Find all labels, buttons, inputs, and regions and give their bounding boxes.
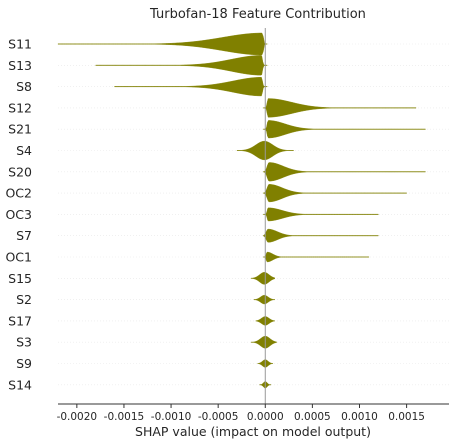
violin-s7 (263, 228, 379, 243)
feature-label: OC3 (5, 207, 32, 222)
violin-s11 (57, 32, 268, 56)
feature-row-oc3: OC3 (5, 207, 449, 222)
x-axis-ticks: -0.0020 -0.0015 -0.0010 -0.0005 0.0000 0.0005… (57, 404, 425, 423)
x-tick-label: -0.0010 (151, 411, 192, 423)
feature-label: S8 (16, 79, 32, 94)
violin-s13 (95, 55, 268, 76)
feature-label: S21 (8, 122, 32, 137)
violin-s8 (114, 77, 268, 97)
feature-label: OC1 (5, 250, 32, 265)
violin-s2 (253, 295, 275, 305)
violin-oc2 (263, 184, 407, 203)
feature-row-s8: S8 (16, 77, 449, 97)
violin-s3 (250, 335, 277, 349)
feature-label: S11 (8, 37, 32, 52)
feature-row-s4: S4 (16, 140, 449, 161)
feature-label: S14 (8, 377, 32, 392)
x-tick-label: -0.0020 (57, 411, 98, 423)
feature-row-s2: S2 (16, 292, 449, 307)
feature-row-s15: S15 (8, 271, 449, 286)
feature-row-s17: S17 (8, 313, 449, 328)
chart-title: Turbofan-18 Feature Contribution (149, 7, 366, 22)
feature-row-s13: S13 (8, 55, 449, 76)
feature-label: S13 (8, 58, 32, 73)
feature-rows: S11 S13 S8 S12 S21 S4 S20 OC2 OC3 S7 OC1 S15 S2 S17 S3… (5, 32, 449, 392)
x-tick-label: 0.0005 (294, 411, 331, 423)
feature-label: S4 (16, 143, 32, 158)
feature-label: S12 (8, 100, 32, 115)
x-tick-label: -0.0005 (198, 411, 239, 423)
feature-label: S7 (16, 228, 32, 243)
feature-row-s14: S14 (8, 377, 449, 392)
feature-row-s21: S21 (8, 120, 449, 139)
x-tick-label: 0.0000 (247, 411, 284, 423)
feature-label: S9 (16, 356, 32, 371)
x-tick-label: 0.0015 (388, 411, 425, 423)
feature-row-oc2: OC2 (5, 184, 449, 203)
feature-label: S20 (8, 164, 32, 179)
violin-s21 (263, 120, 426, 139)
x-axis-label: SHAP value (impact on model output) (135, 424, 371, 439)
feature-row-s7: S7 (16, 228, 449, 243)
feature-label: S15 (8, 271, 32, 286)
feature-row-s12: S12 (8, 98, 449, 118)
feature-label: S3 (16, 335, 32, 350)
violin-s12 (263, 98, 417, 118)
violin-s20 (263, 162, 426, 182)
feature-label: S2 (16, 292, 32, 307)
violin-s15 (250, 272, 275, 285)
feature-row-s9: S9 (16, 356, 449, 371)
x-tick-label: -0.0015 (104, 411, 145, 423)
violin-oc1 (263, 251, 370, 263)
violin-oc3 (263, 207, 379, 222)
feature-row-oc1: OC1 (5, 250, 449, 265)
feature-row-s11: S11 (8, 32, 449, 56)
feature-row-s3: S3 (16, 335, 449, 350)
feature-row-s20: S20 (8, 162, 449, 182)
feature-label: S17 (8, 313, 32, 328)
feature-label: OC2 (5, 186, 32, 201)
x-tick-label: 0.0010 (341, 411, 378, 423)
